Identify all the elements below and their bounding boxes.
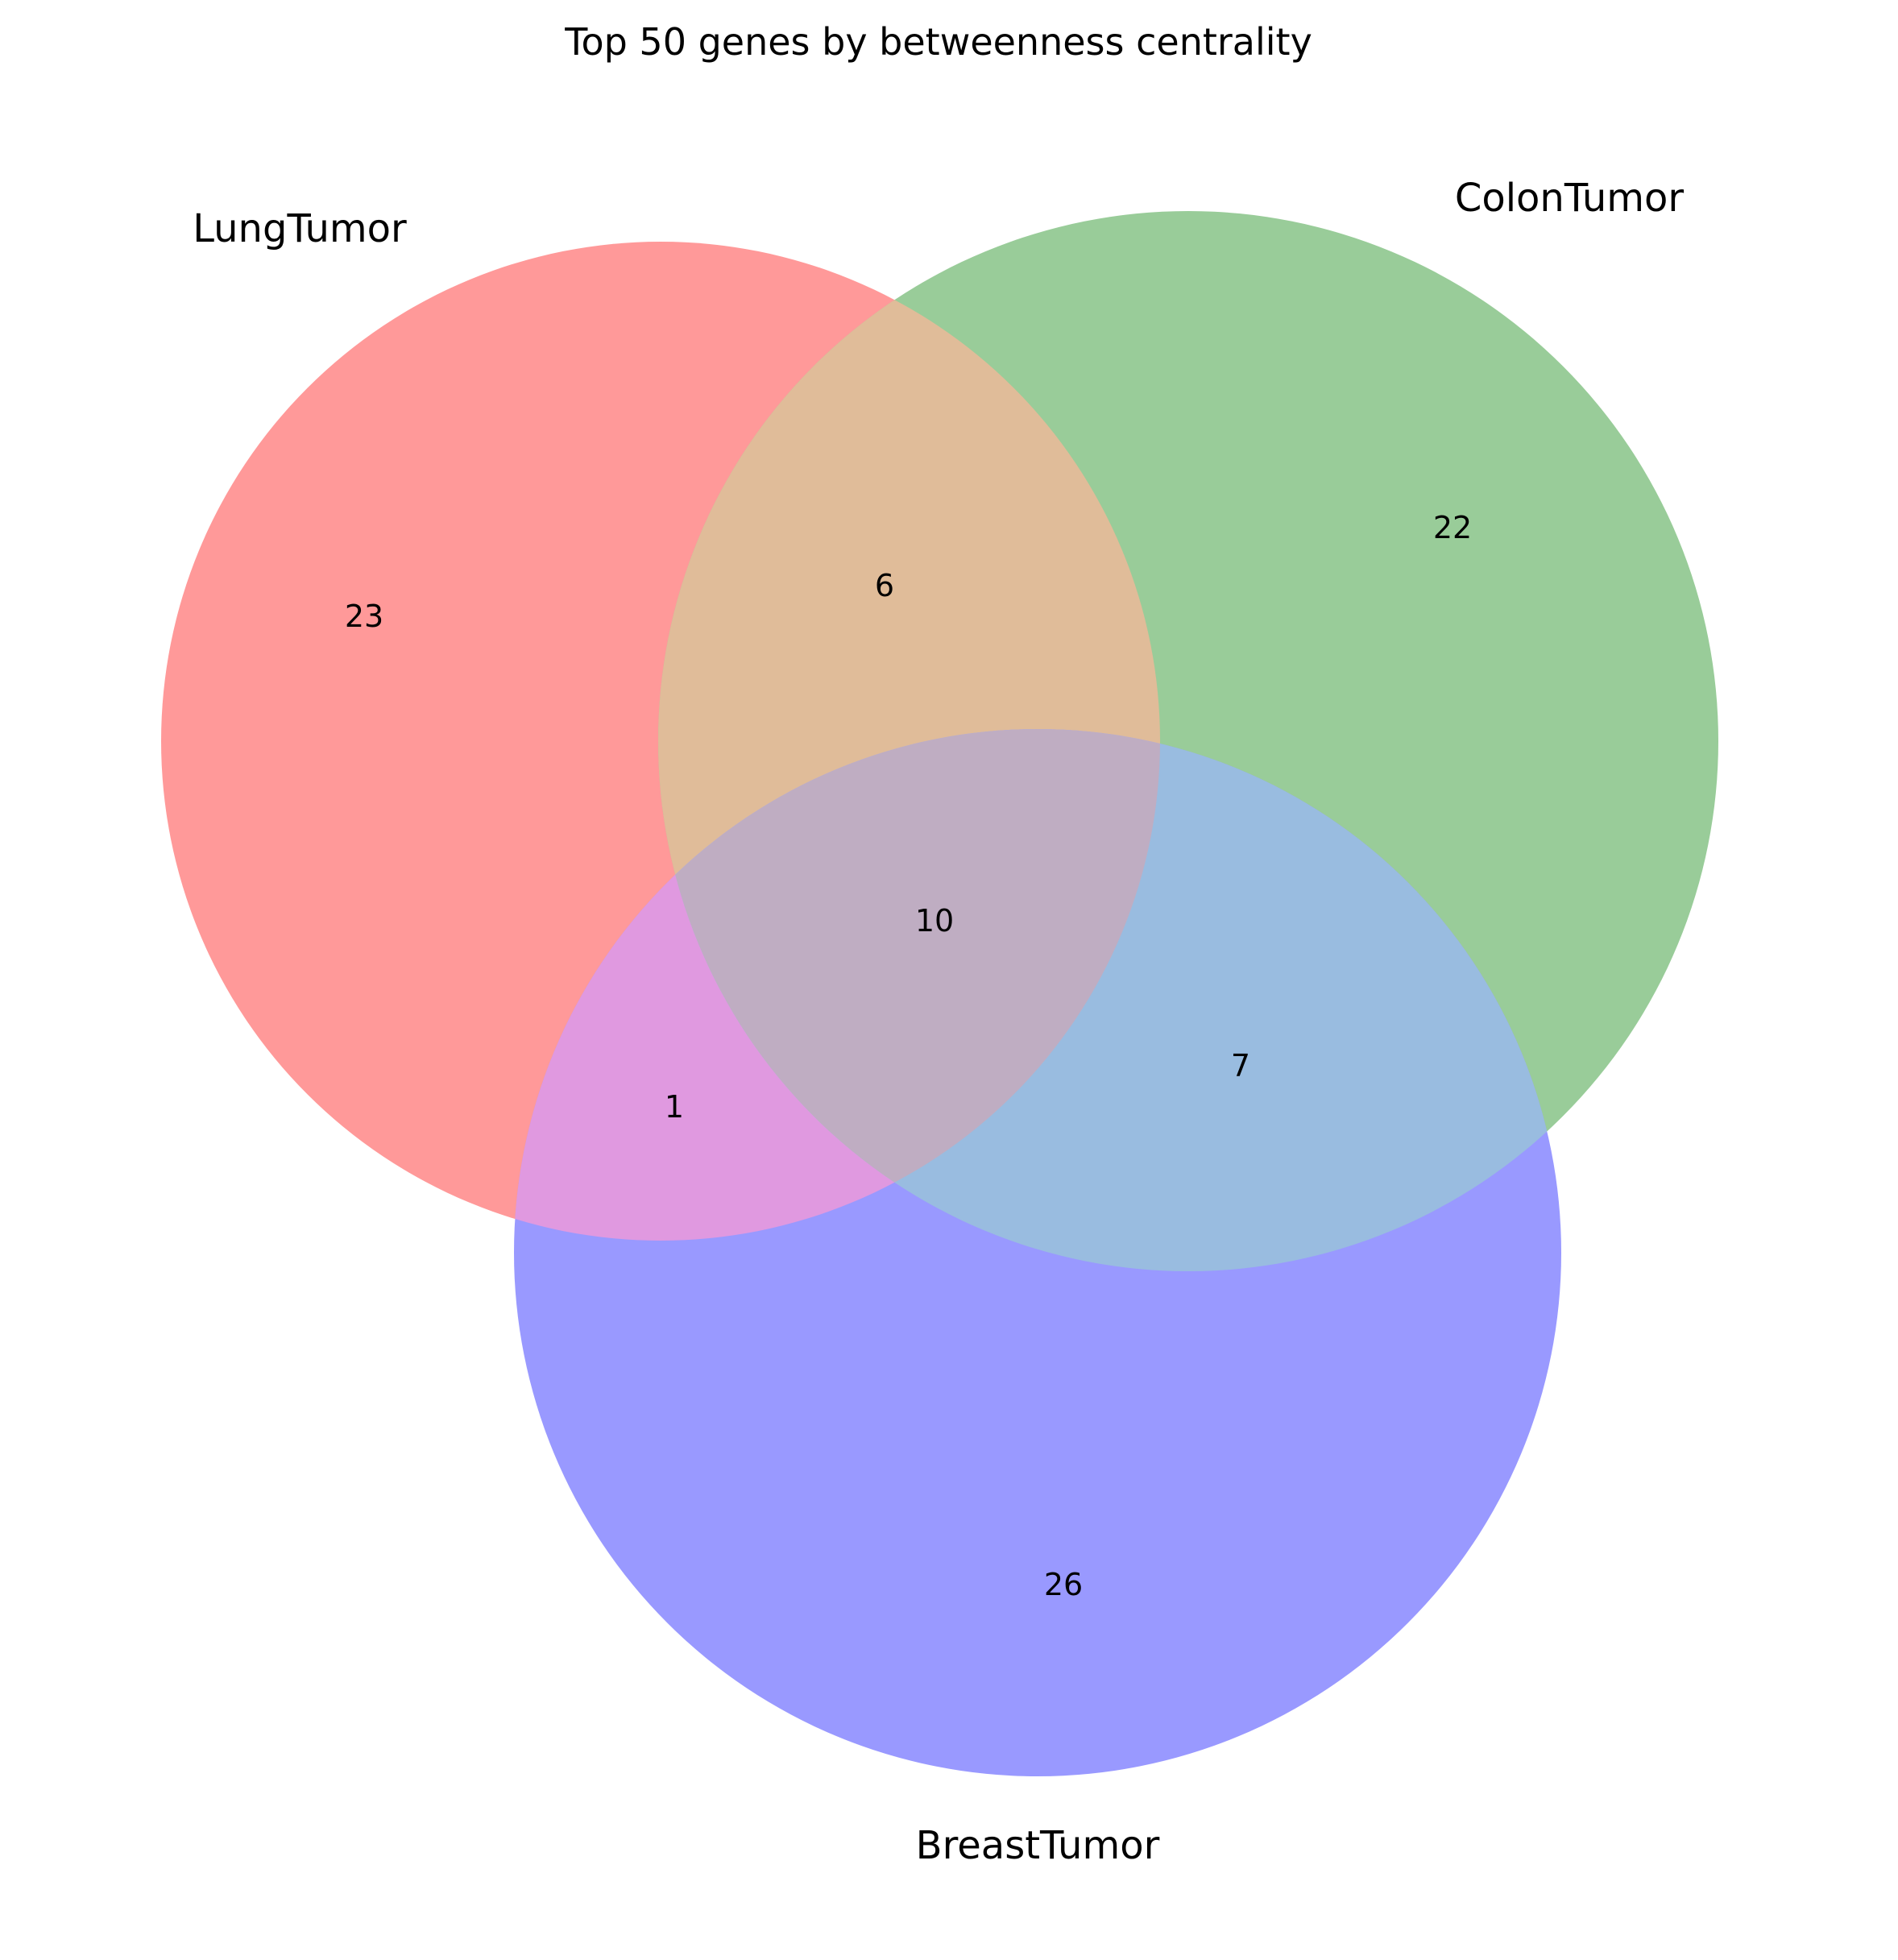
set-label-lung-tumor: LungTumor (193, 206, 407, 251)
set-label-breast-tumor: BreastTumor (916, 1823, 1160, 1868)
count-lung-only: 23 (345, 599, 383, 634)
count-all-three: 10 (915, 903, 954, 939)
count-lung-breast: 1 (665, 1089, 684, 1125)
count-colon-only: 22 (1433, 510, 1472, 545)
all-three-overlap (658, 729, 1160, 1241)
chart-title: Top 50 genes by betweenness centrality (564, 20, 1312, 64)
count-breast-only: 26 (1044, 1567, 1083, 1602)
count-lung-colon: 6 (875, 568, 894, 603)
count-colon-breast: 7 (1231, 1048, 1250, 1084)
set-label-colon-tumor: ColonTumor (1455, 176, 1685, 221)
